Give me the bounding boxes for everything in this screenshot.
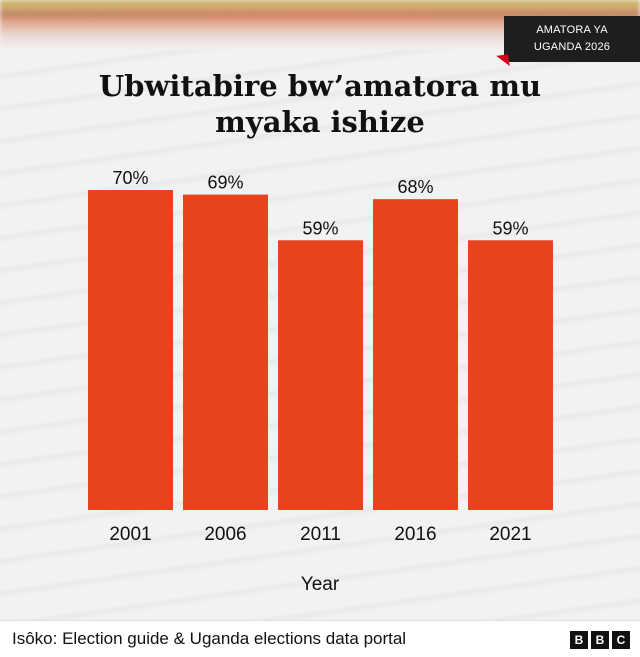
x-tick-label-2016: 2016 <box>394 524 436 545</box>
footer: Isôko: Election guide & Uganda elections… <box>0 620 640 657</box>
bar-2021 <box>468 240 553 511</box>
x-tick-label-2006: 2006 <box>204 524 246 545</box>
source-note: Isôko: Election guide & Uganda elections… <box>12 629 407 648</box>
data-label-2006: 69% <box>207 173 243 193</box>
data-label-2011: 59% <box>302 218 338 238</box>
x-tick-label-2021: 2021 <box>489 524 531 545</box>
bar-2011 <box>278 240 363 511</box>
bar-2001 <box>88 190 173 510</box>
chart-title: Ubwitabire bw’amatora mu myaka ishize <box>98 69 542 139</box>
x-tick-label-2011: 2011 <box>300 524 341 545</box>
logo-letter: B <box>591 631 609 649</box>
bbc-logo: B B C <box>570 631 630 649</box>
badge-line-2: UGANDA 2026 <box>533 41 611 53</box>
logo-letter: B <box>570 631 588 649</box>
badge-line-1: AMATORA YA <box>536 24 608 36</box>
data-label-2021: 59% <box>492 218 528 238</box>
bar-2006 <box>183 194 268 511</box>
series-badge: AMATORA YA UGANDA 2026 <box>504 16 640 62</box>
bar-2016 <box>373 199 458 510</box>
bar-chart: 70% 2001 69% 2006 59% 2011 68% 2016 59% 2021 Year <box>88 168 553 595</box>
logo-letter: C <box>612 631 630 649</box>
x-tick-label-2001: 2001 <box>109 524 151 545</box>
data-label-2001: 70% <box>112 168 148 188</box>
data-label-2016: 68% <box>397 177 433 197</box>
x-axis-label: Year <box>301 574 340 595</box>
